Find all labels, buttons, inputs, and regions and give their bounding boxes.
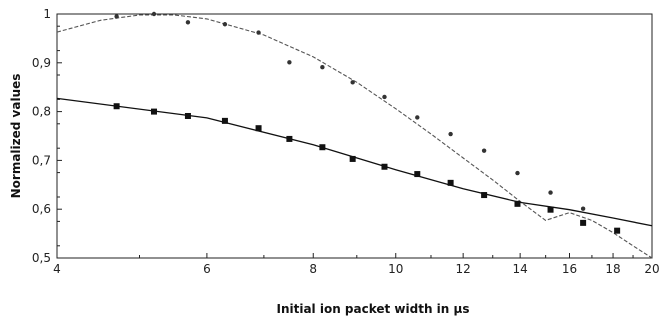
fit-curve-dashed xyxy=(56,14,653,259)
data-point-square xyxy=(514,200,521,207)
data-point-circle xyxy=(114,14,119,19)
data-point-square xyxy=(319,144,326,151)
data-point-square xyxy=(286,135,293,142)
data-point-circle xyxy=(515,170,520,176)
data-point-square xyxy=(614,227,621,234)
data-point-square xyxy=(447,179,454,186)
data-point-circle xyxy=(350,80,355,85)
axes xyxy=(56,13,653,259)
x-tick-label: 12 xyxy=(456,262,471,276)
data-point-square xyxy=(580,219,587,226)
data-point-square xyxy=(150,108,157,115)
y-tick-label: 1 xyxy=(43,7,51,21)
x-tick-label: 16 xyxy=(562,262,577,276)
data-point-circle xyxy=(481,148,487,153)
data-point-circle xyxy=(287,60,292,65)
data-point-circle xyxy=(448,131,453,137)
data-point-square xyxy=(414,171,421,178)
data-point-square xyxy=(349,155,356,162)
data-point-circle xyxy=(382,94,387,100)
data-point-circle xyxy=(256,30,261,35)
data-point-square xyxy=(184,112,191,119)
x-tick-label: 20 xyxy=(644,262,659,276)
data-point-square xyxy=(381,163,388,170)
y-tick-label: 0,6 xyxy=(32,202,51,216)
data-point-square xyxy=(255,125,262,132)
y-axis-title: Normalized values xyxy=(9,74,23,199)
data-point-square xyxy=(547,206,554,213)
data-point-circle xyxy=(320,64,325,70)
x-tick-label: 8 xyxy=(309,262,317,276)
data-points xyxy=(113,11,621,234)
data-point-square xyxy=(221,117,228,124)
x-axis-title: Initial ion packet width in μs xyxy=(276,302,469,316)
y-tick-label: 0,5 xyxy=(32,251,51,265)
x-tick-label: 4 xyxy=(53,262,61,276)
y-tick-label: 0,8 xyxy=(32,105,51,119)
fit-curves xyxy=(56,14,653,259)
data-point-circle xyxy=(185,20,191,25)
y-tick-label: 0,9 xyxy=(32,56,51,70)
x-tick-label: 10 xyxy=(388,262,403,276)
data-point-circle xyxy=(222,22,228,27)
data-point-circle xyxy=(580,206,586,211)
x-tick-label: 6 xyxy=(203,262,211,276)
tick-labels: 4 6 8 10 12 14 16 18 20 0,5 0,6 0,7 0,8 0,9 1 xyxy=(32,7,660,276)
fit-curve-solid xyxy=(56,97,653,227)
x-tick-label: 14 xyxy=(512,262,527,276)
data-point-square xyxy=(481,192,488,199)
data-point-circle xyxy=(548,190,553,195)
x-tick-label: 18 xyxy=(605,262,620,276)
y-tick-label: 0,7 xyxy=(32,153,51,167)
data-point-circle xyxy=(151,11,157,17)
data-point-square xyxy=(113,103,120,110)
plot-frame xyxy=(56,13,653,259)
data-point-circle xyxy=(415,115,420,120)
